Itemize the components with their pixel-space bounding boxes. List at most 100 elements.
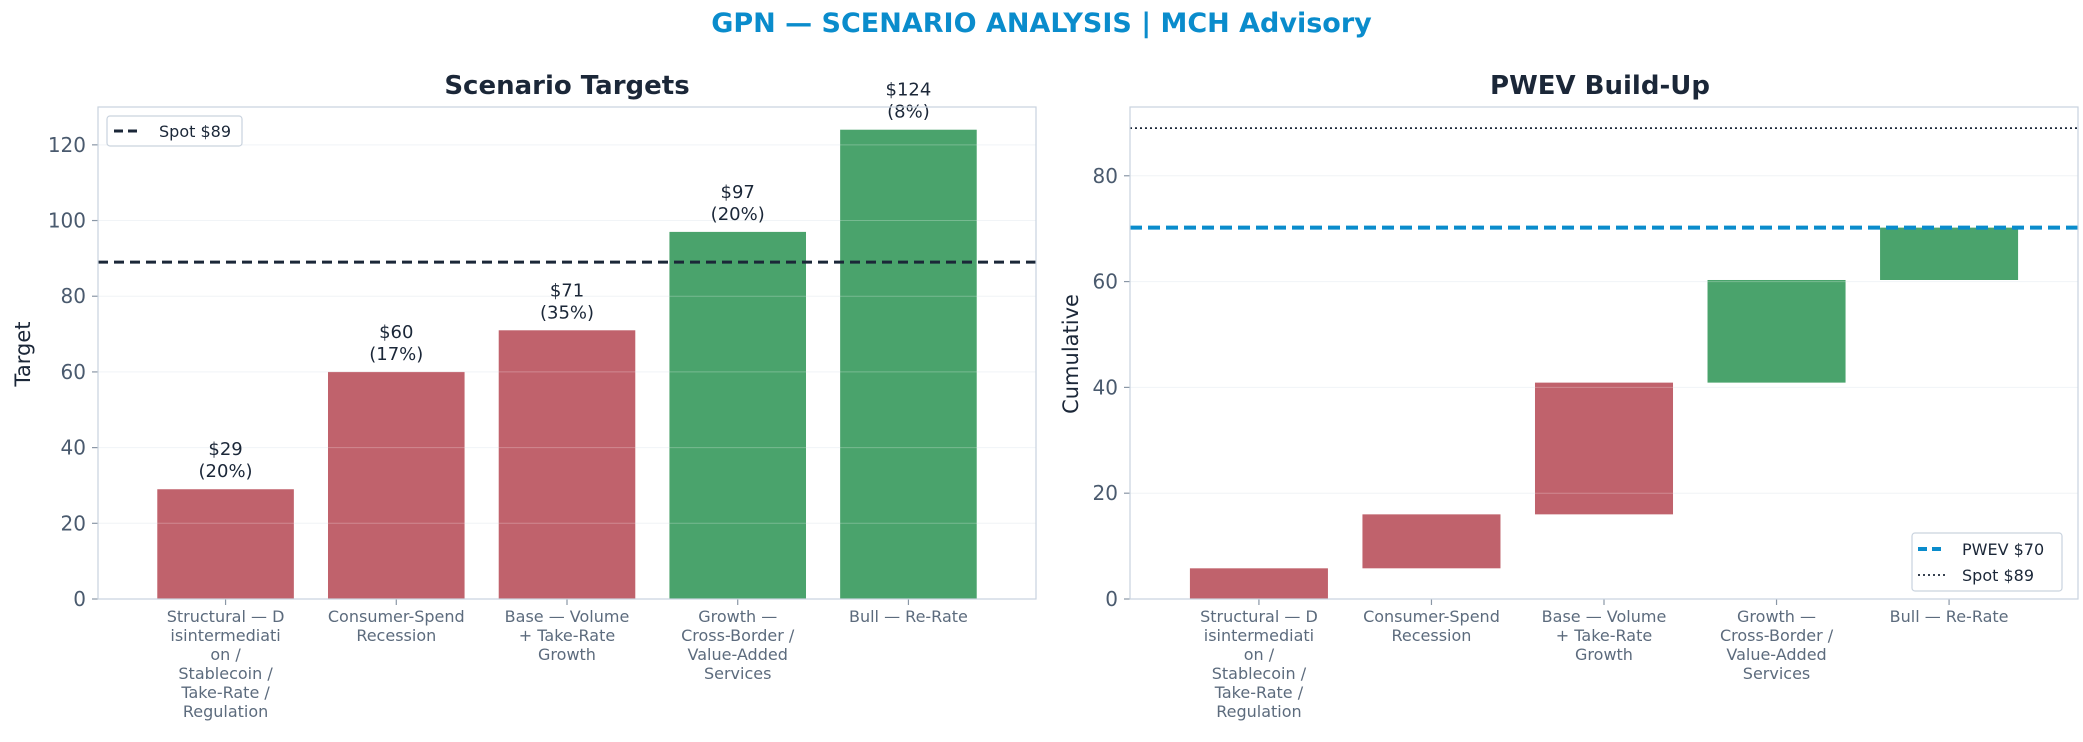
x-tick-label-line: + Take-Rate	[1556, 626, 1652, 645]
x-tick-label-line: Base — Volume	[505, 607, 630, 626]
x-tick-label-line: on /	[210, 645, 241, 664]
x-tick-label: Growth — Cross-Border / Value-Added Service…	[1720, 607, 1834, 683]
data-label-line: $71	[550, 280, 584, 301]
y-ticks: 0 20 40 60 80 100 120	[48, 133, 98, 611]
x-tick-label-line: Growth —	[1737, 607, 1816, 626]
legend: PWEV $70 Spot $89	[1911, 532, 2063, 592]
x-tick-label-line: Cross-Border /	[1720, 626, 1834, 645]
legend-box	[1911, 532, 2063, 592]
y-tick-label: 60	[61, 360, 86, 384]
waterfall-bar	[1707, 279, 1846, 383]
x-tick-label-line: Take-Rate /	[1214, 683, 1304, 702]
x-tick-label-line: Consumer-Spend	[1363, 607, 1500, 626]
x-tick-label-line: Growth	[538, 645, 596, 664]
data-label: $124 (8%)	[886, 80, 932, 123]
y-tick-label: 60	[1093, 270, 1118, 294]
x-tick-label-line: Stablecoin /	[1212, 664, 1307, 683]
x-tick-label: Consumer-Spend Recession	[328, 607, 465, 645]
data-label-line: $29	[208, 439, 242, 460]
y-tick-label: 40	[1093, 375, 1118, 399]
y-tick-label: 80	[61, 284, 86, 308]
pwev-buildup-chart: PWEV Build-Up Cumulative 0 20 40 60 80 Struc…	[1059, 71, 2079, 721]
plot-frame	[1129, 106, 2079, 600]
x-tick-label-line: Cross-Border /	[681, 626, 795, 645]
x-tick-label-line: Stablecoin /	[178, 664, 273, 683]
x-tick-label-line: Bull — Re-Rate	[1890, 607, 2009, 626]
x-tick-label-line: Recession	[356, 626, 436, 645]
waterfall-bar	[1880, 227, 2019, 280]
x-tick-label: Growth — Cross-Border / Value-Added Service…	[681, 607, 795, 683]
x-tick-label-line: Value-Added	[1726, 645, 1826, 664]
x-tick-label-line: Take-Rate /	[180, 683, 270, 702]
x-tick-label: Bull — Re-Rate	[1890, 607, 2009, 626]
bars	[1130, 175, 2078, 599]
chart-title: Scenario Targets	[444, 71, 689, 101]
x-tick-label-line: Services	[1743, 664, 1810, 683]
legend-label-pwev: PWEV $70	[1962, 540, 2044, 559]
data-label-line: $60	[379, 322, 413, 343]
bar	[498, 330, 636, 599]
chart-title: PWEV Build-Up	[1490, 71, 1710, 101]
x-tick-label: Consumer-Spend Recession	[1363, 607, 1500, 645]
data-label-line: (17%)	[369, 344, 423, 365]
y-ticks: 0 20 40 60 80	[1093, 164, 1130, 611]
data-label: $71 (35%)	[540, 280, 594, 323]
waterfall-bar	[1189, 568, 1328, 599]
data-label-line: $97	[721, 182, 755, 203]
x-tick-label-line: Value-Added	[688, 645, 788, 664]
x-tick-label-line: + Take-Rate	[519, 626, 615, 645]
x-tick-label: Base — Volume + Take-Rate Growth	[505, 607, 630, 664]
x-tick-label-line: on /	[1244, 645, 1275, 664]
x-tick-label-line: Growth	[1575, 645, 1633, 664]
waterfall-bar	[1362, 514, 1501, 569]
x-tick-label: Base — Volume + Take-Rate Growth	[1542, 607, 1667, 664]
bar	[157, 489, 294, 599]
x-tick-label-line: Services	[704, 664, 771, 683]
x-tick-label-line: isintermediati	[170, 626, 280, 645]
x-tick-label-line: Regulation	[183, 702, 268, 721]
y-tick-label: 0	[1105, 587, 1118, 611]
reference-lines	[1130, 127, 2078, 230]
x-tick-label-line: Recession	[1391, 626, 1471, 645]
data-label-line: $124	[886, 80, 932, 101]
x-tick-label-line: Base — Volume	[1542, 607, 1667, 626]
y-tick-label: 20	[1093, 481, 1118, 505]
data-label: $29 (20%)	[199, 439, 253, 482]
x-tick-label: Bull — Re-Rate	[849, 607, 968, 626]
plot-frame	[97, 106, 1037, 600]
data-labels: $29 (20%)$60 (17%)$71 (35%)$97 (20%)$124 (8%)	[199, 80, 932, 483]
y-axis-label: Target	[11, 322, 35, 388]
bar	[669, 231, 807, 599]
x-tick-label-line: Regulation	[1216, 702, 1301, 721]
data-label-line: (20%)	[199, 461, 253, 482]
data-label: $97 (20%)	[711, 182, 765, 225]
legend: Spot $89	[106, 115, 243, 147]
figure-title: GPN — SCENARIO ANALYSIS | MCH Advisory	[711, 8, 1372, 39]
bar	[840, 129, 977, 599]
legend-box	[106, 115, 243, 147]
y-tick-label: 0	[73, 587, 86, 611]
x-tick-label-line: Growth —	[698, 607, 777, 626]
x-tick-label-line: Consumer-Spend	[328, 607, 465, 626]
legend-label-spot: Spot $89	[159, 122, 231, 141]
bars	[98, 129, 1036, 599]
x-tick-label-line: isintermediati	[1204, 626, 1314, 645]
y-tick-label: 80	[1093, 164, 1118, 188]
y-axis-label: Cumulative	[1059, 294, 1083, 414]
scenario-targets-chart: Scenario Targets Target 020406080100120 …	[11, 71, 1037, 721]
data-label-line: (8%)	[887, 102, 930, 123]
data-label-line: (20%)	[711, 204, 765, 225]
waterfall-bar	[1534, 382, 1674, 515]
y-tick-label: 100	[48, 209, 86, 233]
y-tick-label: 120	[48, 133, 86, 157]
y-tick-label: 20	[61, 511, 86, 535]
x-tick-label-line: Structural — D	[167, 607, 285, 626]
bar	[327, 371, 465, 599]
x-tick-label-line: Structural — D	[1200, 607, 1318, 626]
